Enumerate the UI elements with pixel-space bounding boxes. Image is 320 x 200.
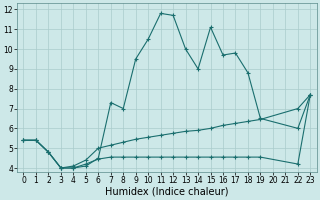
X-axis label: Humidex (Indice chaleur): Humidex (Indice chaleur) xyxy=(105,187,229,197)
